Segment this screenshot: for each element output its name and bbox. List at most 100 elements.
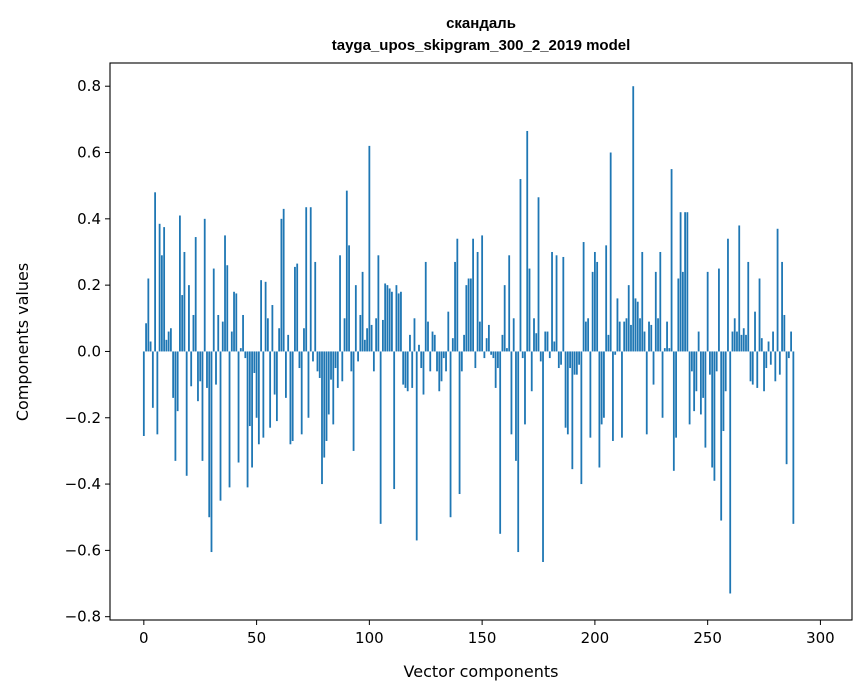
bar-150	[481, 235, 484, 352]
bar-180	[548, 351, 551, 359]
bar-41	[235, 293, 238, 352]
bar-57	[271, 305, 274, 352]
y-axis-label: Components values	[13, 263, 32, 421]
bar-227	[654, 271, 657, 352]
bar-76	[314, 261, 317, 352]
bar-263	[736, 331, 738, 352]
bar-213	[623, 321, 626, 352]
bar-153	[487, 324, 490, 352]
bar-218	[634, 298, 637, 352]
bar-100	[368, 145, 371, 352]
bar-170	[526, 130, 529, 352]
bar-72	[305, 207, 308, 352]
bar-207	[609, 152, 612, 352]
bar-171	[528, 268, 531, 352]
bar-234	[670, 169, 673, 352]
bar-29	[208, 351, 211, 518]
bar-145	[469, 278, 472, 352]
bar-89	[343, 318, 346, 352]
bar-205	[605, 245, 608, 352]
bar-69	[298, 351, 301, 369]
bar-141	[460, 351, 463, 372]
bar-7	[158, 223, 161, 352]
bar-183	[555, 255, 558, 352]
bar-203	[600, 351, 603, 425]
bar-99	[366, 328, 368, 352]
bar-208	[612, 351, 614, 441]
y-tick-label: 0.6	[77, 144, 101, 162]
bar-195	[582, 242, 585, 352]
bar-157	[497, 351, 499, 369]
bar-101	[370, 324, 373, 352]
bar-202	[598, 351, 601, 468]
bar-223	[645, 351, 648, 435]
bar-85	[334, 351, 337, 369]
bar-79	[321, 351, 323, 485]
bar-220	[639, 318, 641, 352]
bar-278	[769, 351, 772, 365]
bar-117	[406, 351, 409, 392]
bar-52	[260, 280, 262, 352]
bar-156	[494, 351, 497, 388]
bar-90	[345, 190, 348, 352]
bar-49	[253, 351, 256, 373]
bar-130	[436, 351, 438, 372]
bar-250	[706, 271, 709, 352]
bar-50	[255, 351, 258, 418]
bar-125	[424, 261, 427, 352]
bar-126	[427, 321, 429, 352]
bar-228	[657, 318, 659, 352]
y-tick-label: 0.2	[77, 276, 101, 294]
bar-10	[165, 339, 168, 352]
chart-title: скандаль	[446, 15, 516, 32]
bar-239	[681, 271, 684, 352]
bar-129	[433, 334, 436, 352]
x-tick-label: 0	[139, 629, 149, 647]
bar-77	[316, 351, 319, 372]
bar-12	[169, 328, 172, 352]
bar-268	[747, 261, 750, 352]
bar-122	[418, 344, 420, 352]
bar-266	[742, 328, 745, 352]
bar-18	[183, 251, 186, 352]
bar-65	[289, 351, 292, 445]
bar-248	[702, 351, 705, 398]
bar-198	[589, 351, 592, 438]
bar-147	[474, 351, 477, 369]
bar-283	[781, 261, 783, 352]
bar-30	[210, 351, 213, 553]
bar-193	[578, 351, 580, 365]
bar-26	[201, 351, 204, 461]
bar-5	[154, 192, 156, 352]
bar-164	[512, 318, 515, 352]
bar-37	[226, 265, 229, 352]
bar-113	[397, 293, 400, 352]
bar-222	[643, 331, 646, 352]
bar-67	[294, 266, 296, 352]
bar-138	[454, 261, 456, 352]
bar-186	[562, 256, 565, 352]
bar-118	[409, 334, 411, 352]
bar-62	[282, 208, 285, 352]
bar-185	[560, 351, 562, 365]
bar-270	[751, 351, 754, 385]
bar-78	[318, 351, 321, 378]
bar-135	[447, 311, 450, 352]
x-tick-label: 100	[355, 629, 384, 647]
bar-86	[336, 351, 339, 388]
bar-214	[625, 318, 628, 352]
bar-131	[438, 351, 441, 392]
bar-0	[142, 351, 145, 436]
bar-253	[713, 351, 716, 481]
bar-254	[715, 351, 718, 372]
bar-167	[519, 179, 522, 352]
bar-93	[352, 351, 355, 451]
bar-237	[677, 278, 680, 352]
x-tick-label: 150	[468, 629, 497, 647]
bar-109	[388, 288, 391, 352]
bar-274	[760, 338, 763, 352]
bar-45	[244, 351, 247, 359]
bar-3	[149, 341, 152, 352]
bar-25	[199, 351, 202, 382]
